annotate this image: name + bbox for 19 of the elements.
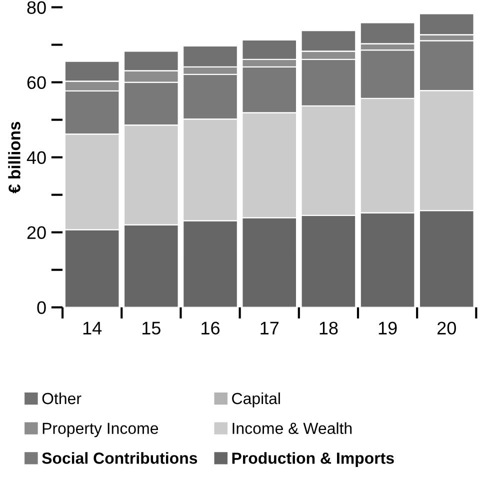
x-tick-label: 14 [83, 322, 102, 334]
x-tick-label: 20 [438, 322, 456, 334]
y-tick-label: 80 [27, 1, 46, 14]
legend-label: Property Income [42, 422, 158, 438]
legend-label: Social Contributions [42, 452, 198, 464]
y-tick-label: 60 [27, 76, 46, 89]
y-tick-label: 0 [37, 301, 46, 314]
x-tick-label: 15 [142, 322, 160, 334]
y-tick-label: 20 [27, 226, 46, 240]
y-axis-title: € billions [8, 122, 20, 194]
legend-label: Production & Imports [232, 452, 394, 468]
legend-label: Capital [232, 392, 280, 408]
x-tick-label: 18 [320, 322, 338, 334]
x-tick-label: 16 [202, 322, 220, 334]
x-tick-label: 19 [378, 322, 397, 334]
y-tick-label: 40 [26, 151, 46, 164]
legend-label: Other [42, 392, 82, 404]
x-tick-label: 17 [260, 322, 278, 334]
legend-label: Income & Wealth [232, 422, 352, 434]
